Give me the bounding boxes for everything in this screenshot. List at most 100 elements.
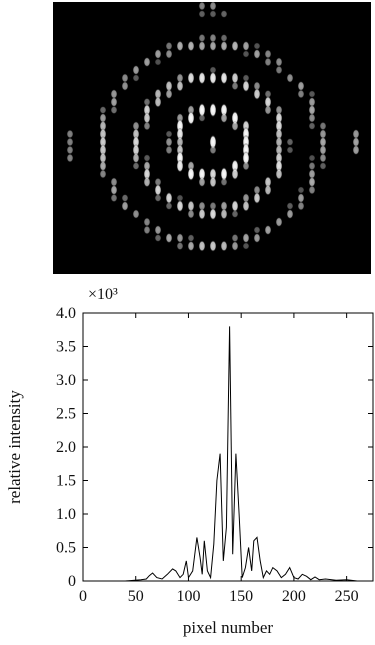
y-tick-label: 0.5: [56, 540, 76, 557]
fringe-spot: [143, 176, 151, 188]
fringe-spot: [253, 42, 261, 50]
fringe-spot: [209, 102, 217, 118]
fringe-spot: [275, 217, 283, 227]
fringe-spot: [176, 194, 184, 202]
fringe-spot: [110, 184, 118, 196]
fringe-spot: [231, 120, 239, 132]
fringe-spot: [154, 49, 162, 59]
fringe-spot: [143, 154, 151, 162]
fringe-spot: [165, 232, 173, 244]
fringe-spot: [209, 66, 217, 74]
fringe-spot: [308, 185, 316, 195]
fringe-spot: [176, 159, 184, 173]
fringe-spot: [132, 162, 140, 170]
fringe-spot: [264, 96, 272, 108]
fringe-spot: [297, 201, 305, 211]
x-tick-label: 200: [282, 588, 306, 605]
y-axis-ticks: 0 0.5 1.0 1.5 2.0 2.5 3.0 3.5 4.0: [56, 305, 373, 590]
fringe-spot: [242, 74, 250, 82]
fringe-spot: [99, 113, 107, 123]
fringe-spot: [187, 40, 195, 52]
fringe-spot: [187, 167, 195, 181]
fringe-spot: [242, 200, 250, 212]
fringe-spot: [231, 40, 239, 52]
fringe-spot: [264, 105, 272, 115]
fringe-spot: [275, 105, 283, 115]
fringe-spot: [176, 241, 184, 251]
fringe-spot: [198, 114, 206, 122]
fringe-spot: [209, 145, 217, 155]
fringe-spot: [286, 73, 294, 83]
fringe-spot: [121, 201, 129, 211]
fringe-spot: [132, 74, 140, 82]
fringe-spot: [231, 233, 239, 243]
fringe-spot: [275, 65, 283, 75]
fringe-spot: [352, 129, 360, 139]
y-tick-label: 4.0: [56, 305, 76, 322]
fringe-spot: [297, 193, 305, 203]
fringe-spot: [242, 193, 250, 203]
x-tick-label: 0: [79, 588, 87, 605]
fringe-spot: [352, 136, 360, 148]
fringe-spot: [231, 200, 239, 212]
fringe-spot: [220, 71, 228, 85]
fringe-spot: [165, 130, 173, 138]
y-tick-label: 1.0: [56, 506, 76, 523]
fringe-spot: [319, 121, 327, 131]
fringe-spot: [154, 88, 162, 100]
y-tick-label: 2.5: [56, 406, 76, 423]
fringe-spot: [286, 209, 294, 219]
fringe-spot: [253, 192, 261, 204]
x-tick-label: 150: [229, 588, 253, 605]
fringe-spot: [209, 71, 217, 85]
fringe-spot: [110, 193, 118, 203]
fringe-spot: [99, 106, 107, 114]
fringe-spot: [99, 160, 107, 172]
intensity-plot: 0 50 100 150 200 250 0 0.5 1.0 1.5 2.0 2.5 3.0 3.5 4.…: [0, 280, 375, 645]
fringe-spot: [209, 167, 217, 181]
fringe-spot: [308, 154, 316, 162]
fringe-spot: [165, 192, 173, 204]
fringe-spot: [242, 161, 250, 171]
fringe-spot: [286, 202, 294, 210]
fringe-spot: [143, 121, 151, 131]
fringe-spot: [286, 146, 294, 154]
fringe-spot: [132, 209, 140, 219]
fringe-spot: [209, 134, 217, 150]
fringe-spot: [352, 145, 360, 155]
fringe-spot: [264, 176, 272, 188]
fringe-spot: [220, 177, 228, 187]
y-multiplier-label: ×10³: [88, 286, 118, 303]
fringe-spot: [165, 145, 173, 155]
fringe-spot: [308, 90, 316, 98]
fringe-spot: [308, 122, 316, 130]
fringe-spot: [154, 225, 162, 235]
fringe-spot: [275, 168, 283, 180]
fringe-spot: [220, 201, 228, 211]
fringe-spot: [308, 176, 316, 188]
x-tick-label: 100: [176, 588, 200, 605]
fringe-spot: [264, 89, 272, 99]
fringe-spot: [165, 49, 173, 59]
fringe-spot: [99, 169, 107, 179]
fringe-spot: [253, 49, 261, 59]
y-tick-label: 0: [68, 573, 76, 590]
fringe-spot: [253, 81, 261, 91]
fringe-spot: [198, 71, 206, 85]
fringe-spot: [231, 111, 239, 125]
fringe-spot: [231, 210, 239, 218]
fringe-spot: [132, 144, 140, 156]
fringe-spot: [121, 194, 129, 202]
fringe-spot: [275, 128, 283, 140]
fringe-spot: [165, 41, 173, 51]
fringe-spot: [308, 97, 316, 107]
fringe-spot: [143, 167, 151, 181]
fringe-spot: [319, 129, 327, 139]
fringe-spot: [99, 136, 107, 148]
y-tick-label: 2.0: [56, 439, 76, 456]
intensity-line: [83, 326, 373, 582]
fringe-spot: [220, 40, 228, 52]
fringe-spot: [253, 88, 261, 100]
fringe-pattern-image: [53, 2, 371, 274]
fringe-spot: [220, 240, 228, 252]
